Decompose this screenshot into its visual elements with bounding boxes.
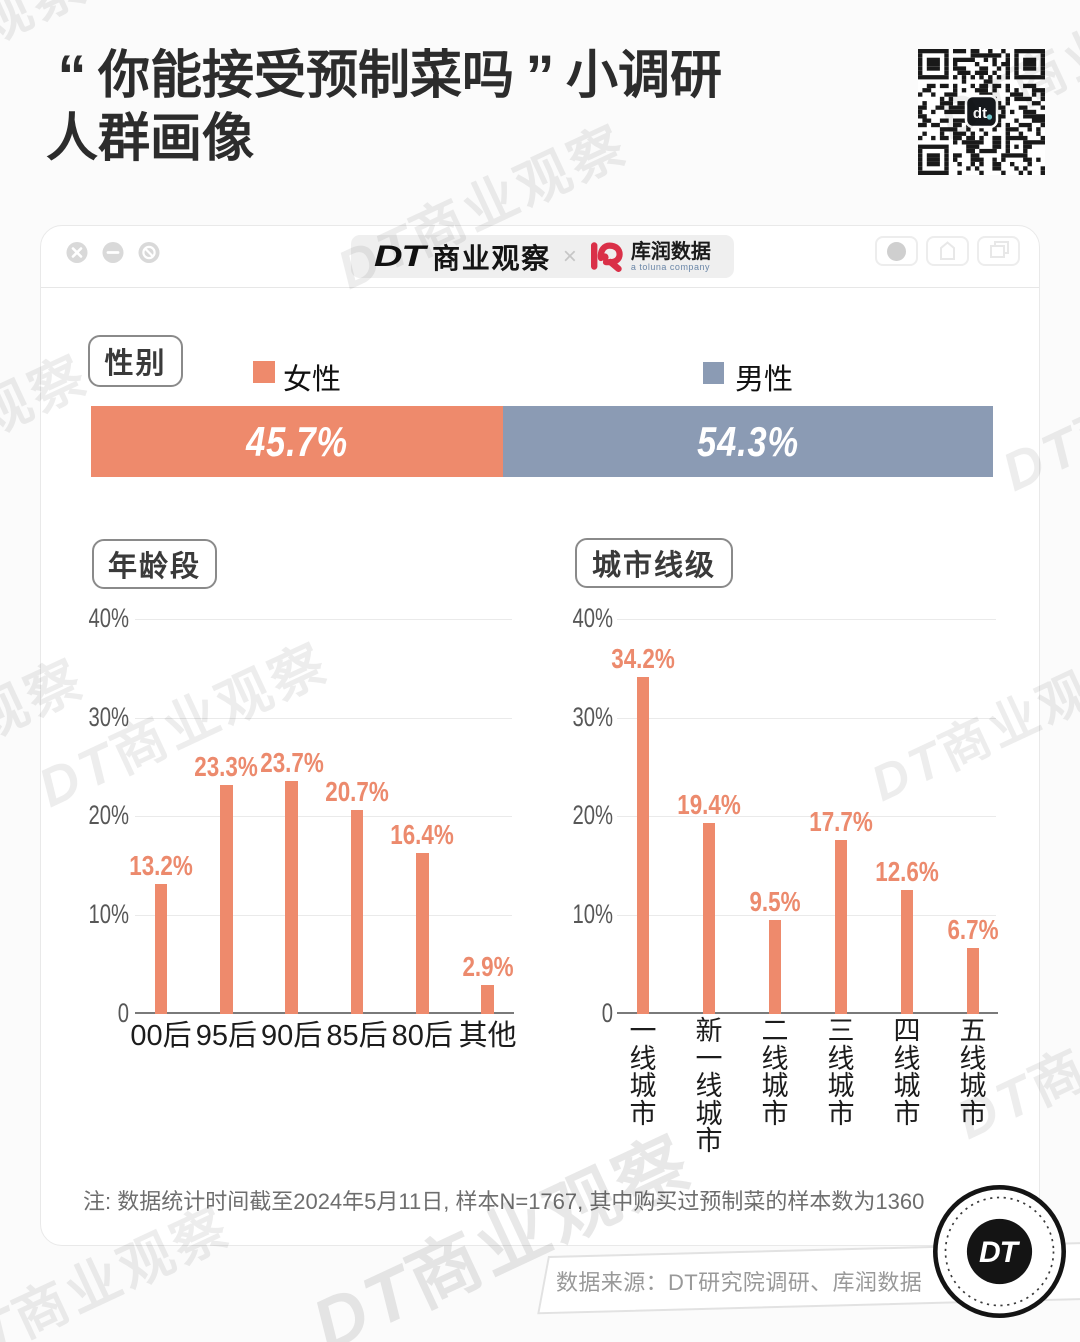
svg-text:DT: DT bbox=[979, 1236, 1021, 1269]
svg-text:dt: dt bbox=[973, 105, 987, 122]
